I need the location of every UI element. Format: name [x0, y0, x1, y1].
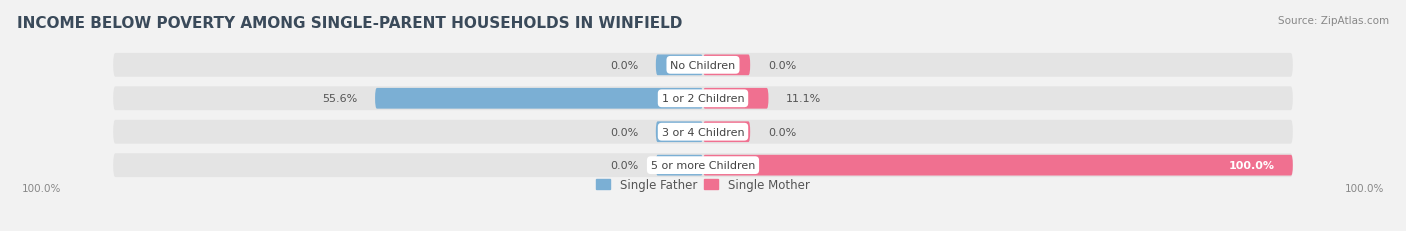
Legend: Single Father, Single Mother: Single Father, Single Mother [596, 178, 810, 191]
Text: 100.0%: 100.0% [21, 183, 60, 193]
Text: INCOME BELOW POVERTY AMONG SINGLE-PARENT HOUSEHOLDS IN WINFIELD: INCOME BELOW POVERTY AMONG SINGLE-PARENT… [17, 16, 682, 31]
FancyBboxPatch shape [655, 155, 703, 176]
FancyBboxPatch shape [703, 55, 751, 76]
FancyBboxPatch shape [114, 87, 1292, 111]
Text: 5 or more Children: 5 or more Children [651, 161, 755, 170]
Text: 0.0%: 0.0% [768, 61, 796, 70]
Text: 0.0%: 0.0% [768, 127, 796, 137]
Text: 100.0%: 100.0% [1346, 183, 1385, 193]
Text: 3 or 4 Children: 3 or 4 Children [662, 127, 744, 137]
FancyBboxPatch shape [114, 54, 1292, 77]
Text: Source: ZipAtlas.com: Source: ZipAtlas.com [1278, 16, 1389, 26]
Text: 0.0%: 0.0% [610, 61, 638, 70]
Text: 55.6%: 55.6% [322, 94, 357, 104]
FancyBboxPatch shape [375, 88, 703, 109]
Text: No Children: No Children [671, 61, 735, 70]
Text: 1 or 2 Children: 1 or 2 Children [662, 94, 744, 104]
FancyBboxPatch shape [703, 155, 1292, 176]
FancyBboxPatch shape [703, 88, 769, 109]
FancyBboxPatch shape [703, 122, 751, 143]
Text: 0.0%: 0.0% [610, 127, 638, 137]
FancyBboxPatch shape [114, 154, 1292, 177]
FancyBboxPatch shape [655, 122, 703, 143]
Text: 0.0%: 0.0% [610, 161, 638, 170]
FancyBboxPatch shape [655, 55, 703, 76]
Text: 100.0%: 100.0% [1229, 161, 1275, 170]
Text: 11.1%: 11.1% [786, 94, 821, 104]
FancyBboxPatch shape [114, 120, 1292, 144]
